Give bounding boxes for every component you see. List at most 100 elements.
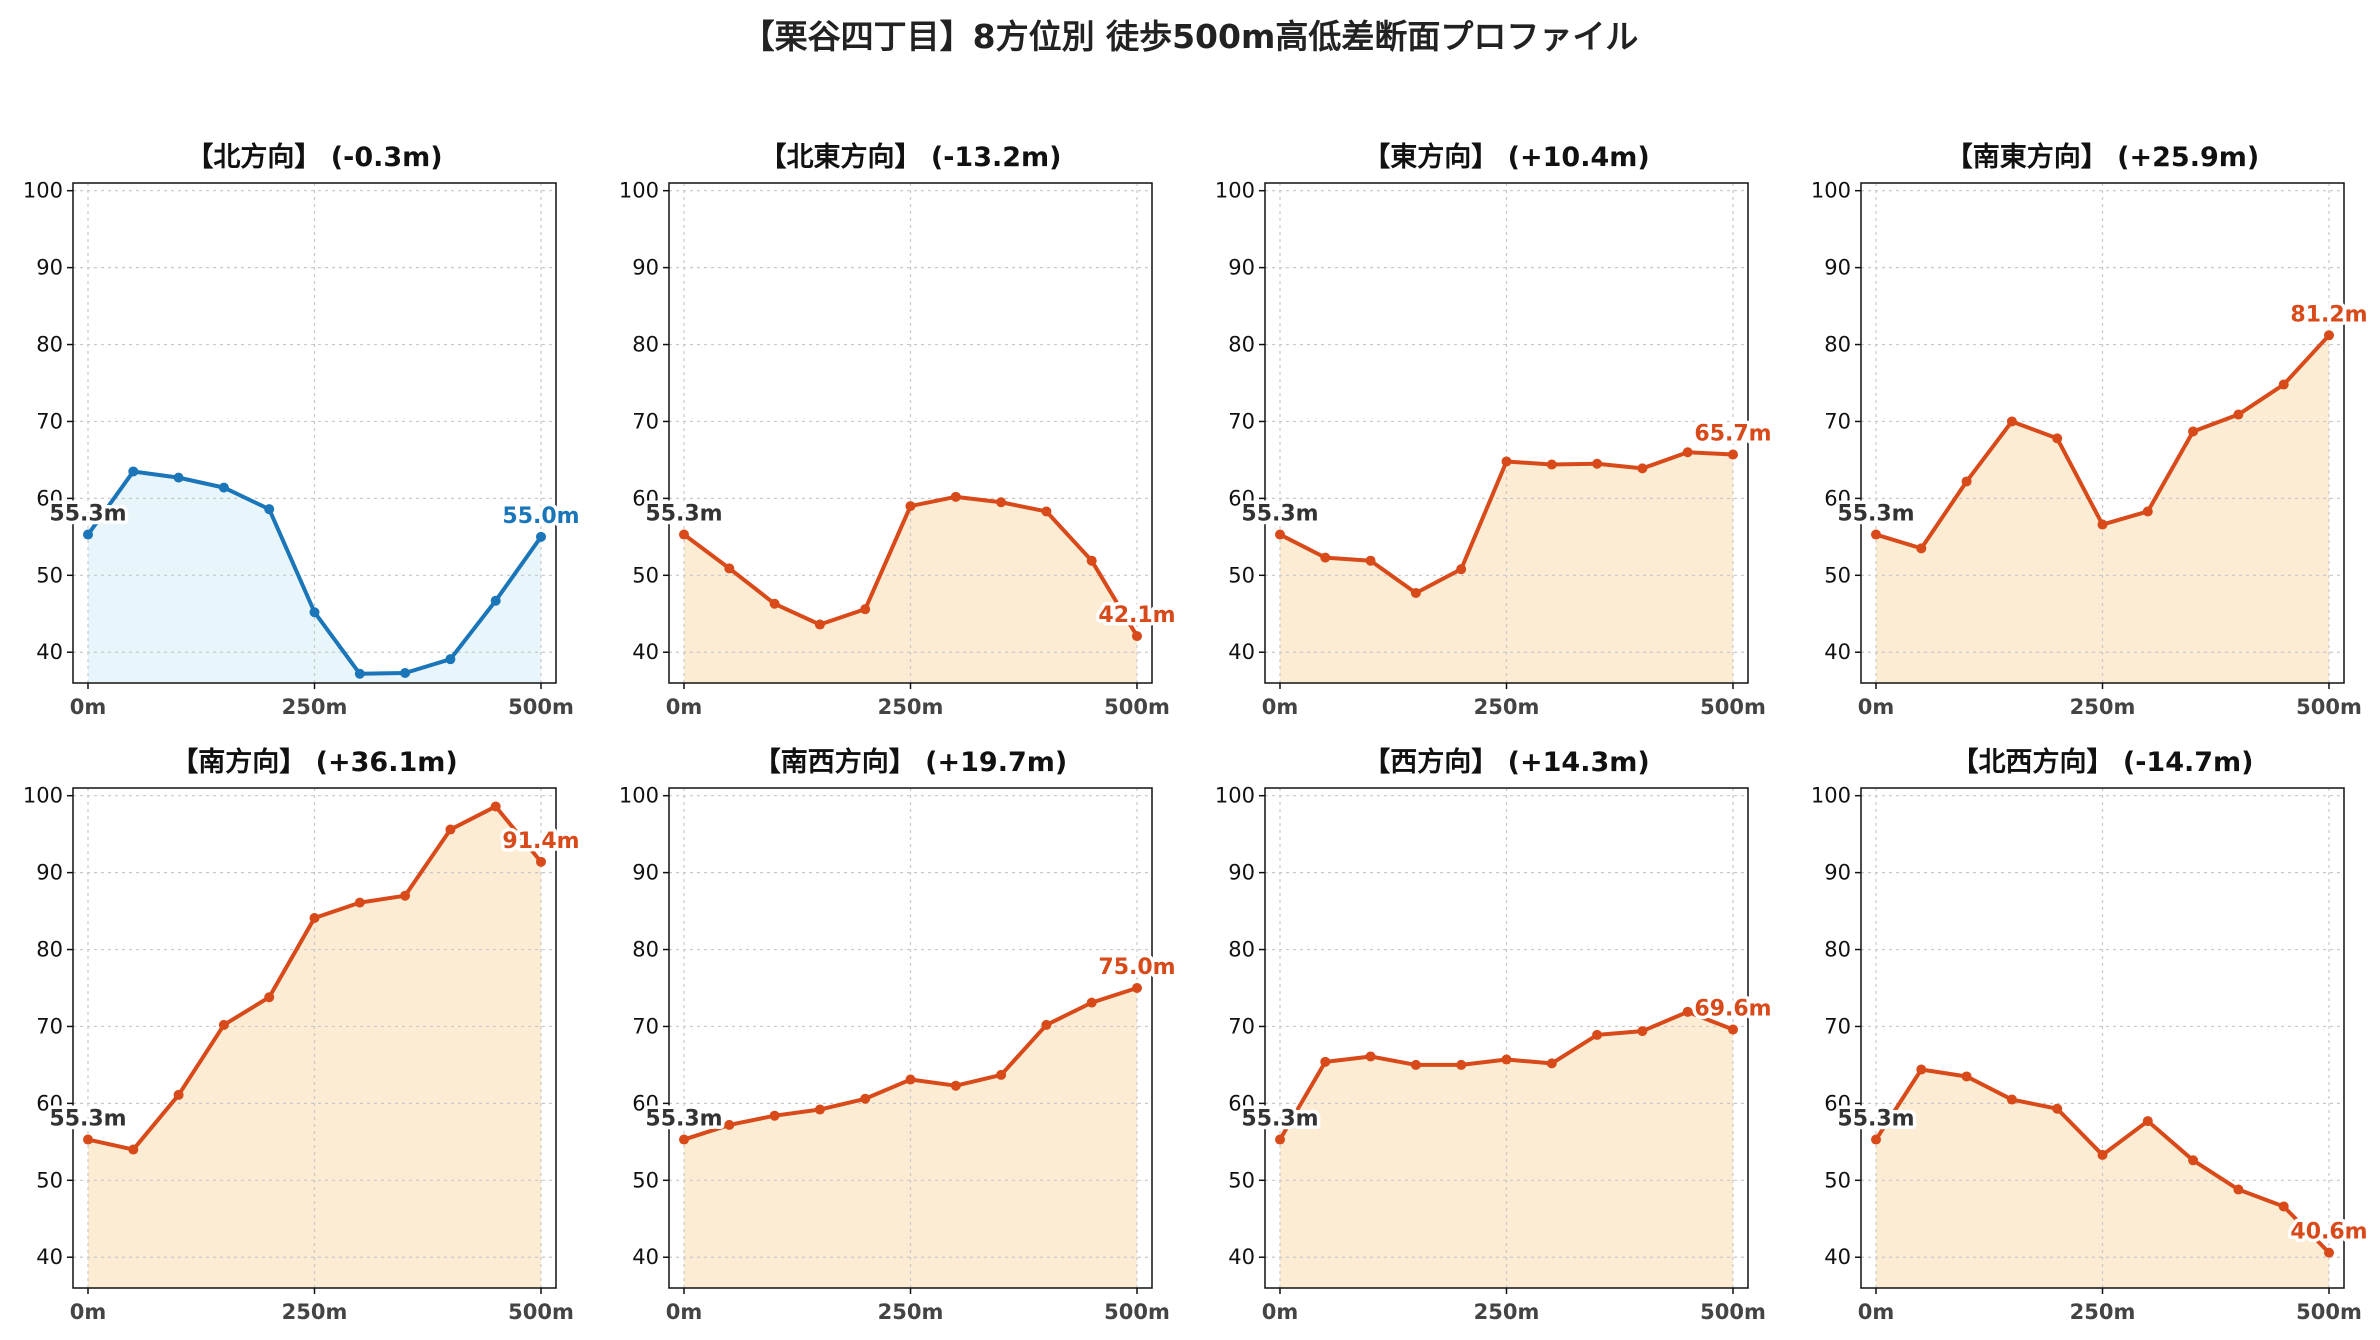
y-tick-label: 60 (36, 486, 63, 510)
y-tick-label: 90 (632, 256, 659, 280)
data-point (1728, 1024, 1738, 1035)
data-point (1041, 1019, 1052, 1030)
x-tick-label: 250m (878, 1300, 944, 1324)
data-point (1456, 564, 1467, 575)
data-point (2006, 1094, 2017, 1105)
data-point (536, 856, 546, 867)
data-point (400, 890, 411, 901)
data-point (860, 1093, 871, 1104)
data-point (2142, 506, 2153, 517)
data-point (400, 668, 411, 678)
data-point (2006, 416, 2017, 427)
data-point (2278, 1201, 2289, 1212)
y-tick-label: 60 (36, 1091, 63, 1115)
y-tick-label: 50 (36, 1168, 63, 1192)
y-tick-label: 50 (1824, 1168, 1851, 1192)
data-point (1501, 456, 1512, 467)
start-elevation-label: 55.3m (49, 502, 126, 527)
data-point (2097, 519, 2108, 530)
x-tick-label: 500m (1104, 695, 1170, 719)
y-tick-label: 70 (1228, 1014, 1255, 1038)
data-point (1637, 463, 1648, 474)
panel-title: 【東方向】 (+10.4m) (1363, 141, 1649, 173)
y-tick-label: 80 (36, 938, 63, 962)
data-point (1546, 459, 1557, 470)
data-point (1682, 447, 1693, 458)
panel-title: 【北方向】 (-0.3m) (186, 141, 442, 173)
data-point (996, 1069, 1007, 1080)
data-point (445, 824, 456, 835)
y-tick-label: 40 (1228, 1245, 1255, 1269)
y-tick-label: 100 (1215, 179, 1255, 203)
data-point (1637, 1026, 1648, 1037)
y-tick-label: 70 (36, 1014, 63, 1038)
data-point (173, 1089, 184, 1100)
start-elevation-label: 55.3m (49, 1107, 126, 1132)
x-tick-label: 0m (666, 695, 703, 719)
x-tick-label: 0m (1262, 1300, 1299, 1324)
data-point (1916, 543, 1927, 554)
x-tick-label: 500m (2296, 1300, 2362, 1324)
y-tick-label: 70 (632, 409, 659, 433)
panel-title: 【北西方向】 (-14.7m) (1951, 746, 2253, 778)
y-tick-label: 40 (632, 640, 659, 664)
profile-panel-2: 【東方向】 (+10.4m) 40 50 60 70 80 90 100 0m 250m 500m 5… (1215, 141, 1775, 719)
y-tick-label: 100 (1811, 784, 1851, 808)
y-tick-label: 50 (1228, 563, 1255, 587)
y-tick-label: 100 (619, 784, 659, 808)
y-tick-label: 70 (36, 409, 63, 433)
y-tick-label: 80 (632, 938, 659, 962)
panel-title: 【南東方向】 (+25.9m) (1946, 141, 2259, 173)
x-tick-label: 500m (2296, 695, 2362, 719)
data-point (950, 491, 961, 502)
data-point (1275, 529, 1285, 540)
y-tick-label: 50 (1824, 563, 1851, 587)
data-point (724, 1119, 735, 1130)
y-tick-label: 40 (632, 1245, 659, 1269)
data-point (354, 897, 365, 908)
y-tick-label: 80 (1824, 938, 1851, 962)
y-tick-label: 70 (1824, 409, 1851, 433)
data-point (724, 563, 735, 574)
y-tick-label: 40 (1824, 640, 1851, 664)
data-point (769, 1110, 780, 1121)
data-point (1501, 1054, 1512, 1065)
y-tick-label: 90 (632, 861, 659, 885)
data-point (950, 1080, 961, 1091)
data-point (128, 1144, 139, 1155)
y-tick-label: 60 (1824, 486, 1851, 510)
data-point (2324, 1247, 2334, 1258)
panel-title: 【南西方向】 (+19.7m) (754, 746, 1067, 778)
profile-panel-4: 【南方向】 (+36.1m) 40 50 60 70 80 90 100 0m 250m 500m 5… (23, 746, 583, 1324)
y-tick-label: 80 (1228, 333, 1255, 357)
data-point (2188, 1155, 2199, 1166)
data-point (814, 1104, 825, 1115)
elevation-area (1280, 452, 1733, 683)
data-point (1320, 1056, 1331, 1067)
data-point (1365, 555, 1376, 566)
data-point (2052, 1103, 2063, 1114)
y-tick-label: 70 (1824, 1014, 1851, 1038)
y-tick-label: 60 (1228, 486, 1255, 510)
data-point (1916, 1064, 1927, 1075)
x-tick-label: 500m (1700, 695, 1766, 719)
elevation-area (1280, 1011, 1733, 1288)
x-tick-label: 0m (70, 1300, 107, 1324)
y-tick-label: 60 (632, 486, 659, 510)
data-point (264, 504, 275, 515)
data-point (2052, 433, 2063, 444)
elevation-area (1876, 335, 2329, 683)
y-tick-label: 40 (1228, 640, 1255, 664)
data-point (1961, 1071, 1972, 1082)
data-point (814, 619, 825, 630)
x-tick-label: 0m (1858, 1300, 1895, 1324)
profile-panel-0: 【北方向】 (-0.3m) 40 50 60 70 80 90 100 0m 250m 500m 55… (23, 141, 583, 719)
data-point (1546, 1058, 1557, 1069)
figure-title: 【栗谷四丁目】8方位別 徒歩500m高低差断面プロファイル (741, 17, 1639, 56)
panel-title: 【北東方向】 (-13.2m) (759, 141, 1061, 173)
x-tick-label: 250m (1474, 1300, 1540, 1324)
data-point (83, 529, 93, 540)
data-point (309, 913, 320, 923)
y-tick-label: 100 (619, 179, 659, 203)
